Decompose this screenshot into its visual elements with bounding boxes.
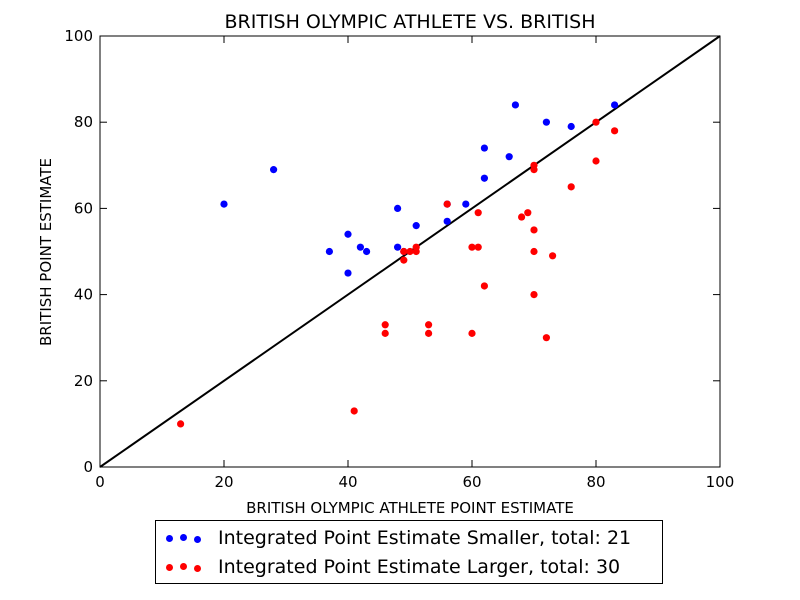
- x-tick-label: 100: [706, 473, 735, 491]
- point-larger: [468, 329, 476, 337]
- point-larger: [400, 247, 408, 256]
- point-smaller: [412, 222, 420, 230]
- point-smaller: [480, 144, 488, 152]
- point-larger: [480, 282, 488, 290]
- chart-title: BRITISH OLYMPIC ATHLETE VS. BRITISH: [224, 11, 595, 33]
- y-tick-label: 40: [74, 286, 93, 304]
- legend-marker-red: [156, 553, 212, 581]
- point-larger: [530, 166, 538, 174]
- y-tick-label: 60: [74, 199, 93, 217]
- point-larger: [524, 209, 532, 217]
- point-larger: [425, 321, 433, 329]
- point-smaller: [611, 101, 619, 109]
- point-smaller: [542, 118, 551, 126]
- plot-area: 0 20 40 60 80 100 0 20 40 60 80 100: [64, 27, 734, 491]
- point-larger: [518, 213, 526, 221]
- point-larger: [177, 420, 185, 428]
- point-smaller: [511, 101, 519, 109]
- point-larger: [474, 209, 482, 217]
- point-larger: [381, 321, 389, 329]
- point-larger: [611, 127, 619, 135]
- point-smaller: [505, 153, 513, 161]
- x-axis-label: BRITISH OLYMPIC ATHLETE POINT ESTIMATE: [246, 499, 574, 517]
- point-larger: [530, 226, 538, 234]
- x-tick-label: 60: [462, 473, 481, 491]
- plot-frame: [99, 35, 721, 468]
- point-larger: [567, 183, 575, 191]
- point-larger: [412, 247, 420, 256]
- point-larger: [400, 256, 408, 264]
- y-axis-label: BRITISH POINT ESTIMATE: [37, 158, 55, 346]
- legend-dot: [180, 563, 187, 570]
- x-tick-label: 20: [214, 473, 233, 491]
- x-tick-label: 80: [586, 473, 605, 491]
- point-larger: [381, 329, 389, 337]
- point-smaller: [363, 247, 371, 256]
- legend-dot: [166, 535, 173, 542]
- legend-entry-larger: Integrated Point Estimate Larger, total:…: [156, 553, 620, 581]
- point-larger: [592, 118, 600, 126]
- legend-dot: [194, 565, 201, 572]
- y-tick-label: 100: [64, 27, 93, 45]
- point-smaller: [270, 166, 278, 174]
- point-larger: [350, 407, 358, 415]
- y-tick-label: 80: [74, 113, 93, 131]
- point-smaller: [443, 217, 451, 225]
- point-smaller: [394, 204, 402, 212]
- point-larger: [542, 334, 551, 342]
- legend-label-smaller: Integrated Point Estimate Smaller, total…: [218, 527, 632, 549]
- point-larger: [443, 200, 451, 208]
- legend-dot: [166, 564, 173, 571]
- point-smaller: [462, 200, 470, 208]
- point-larger: [549, 252, 557, 260]
- point-larger: [468, 243, 476, 251]
- chart-legend: Integrated Point Estimate Smaller, total…: [155, 520, 663, 584]
- y-tick-label: 20: [74, 372, 93, 390]
- point-larger: [530, 247, 538, 256]
- point-larger: [592, 157, 600, 165]
- y-tick-label: 0: [83, 458, 93, 476]
- legend-entry-smaller: Integrated Point Estimate Smaller, total…: [156, 524, 631, 552]
- point-smaller: [480, 174, 488, 182]
- x-tick-label: 0: [95, 473, 105, 491]
- point-smaller: [356, 243, 364, 251]
- point-larger: [530, 291, 538, 299]
- x-tick-label: 40: [338, 473, 357, 491]
- legend-dot: [180, 534, 187, 541]
- point-smaller: [220, 200, 228, 208]
- legend-dot: [194, 536, 201, 543]
- point-smaller: [344, 269, 352, 277]
- point-smaller: [325, 247, 333, 256]
- legend-marker-blue: [156, 524, 212, 552]
- point-larger: [425, 329, 433, 337]
- point-smaller: [567, 122, 575, 131]
- point-larger: [474, 243, 482, 251]
- point-smaller: [394, 243, 402, 251]
- point-smaller: [344, 230, 352, 238]
- legend-label-larger: Integrated Point Estimate Larger, total:…: [218, 556, 621, 578]
- point-larger: [406, 247, 414, 256]
